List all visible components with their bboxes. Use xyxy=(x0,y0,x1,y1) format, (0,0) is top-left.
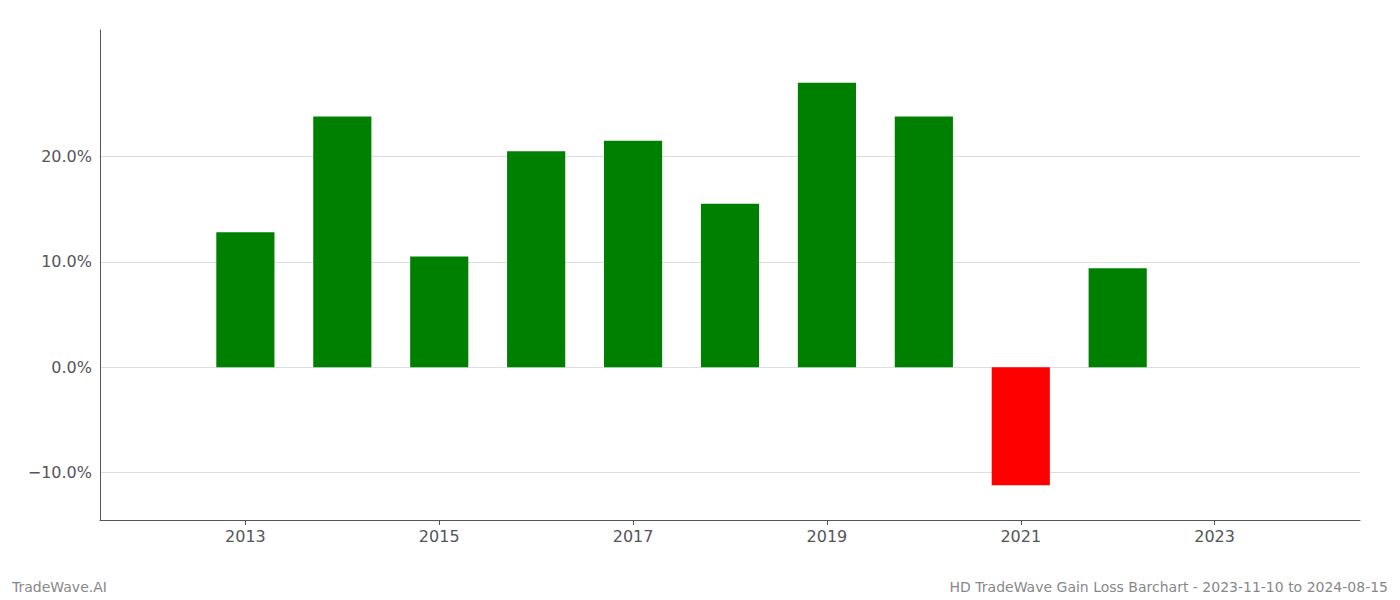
svg-text:HD TradeWave Gain Loss Barchar: HD TradeWave Gain Loss Barchart - 2023-1… xyxy=(950,579,1388,595)
svg-text:−10.0%: −10.0% xyxy=(28,463,92,482)
svg-text:2023: 2023 xyxy=(1194,527,1235,546)
svg-text:2019: 2019 xyxy=(807,527,848,546)
svg-text:2013: 2013 xyxy=(225,527,266,546)
svg-text:2015: 2015 xyxy=(419,527,460,546)
svg-text:10.0%: 10.0% xyxy=(41,252,92,271)
svg-text:0.0%: 0.0% xyxy=(51,358,92,377)
svg-text:2017: 2017 xyxy=(613,527,654,546)
svg-text:2021: 2021 xyxy=(1000,527,1041,546)
svg-text:TradeWave.AI: TradeWave.AI xyxy=(11,579,107,595)
svg-text:20.0%: 20.0% xyxy=(41,147,92,166)
